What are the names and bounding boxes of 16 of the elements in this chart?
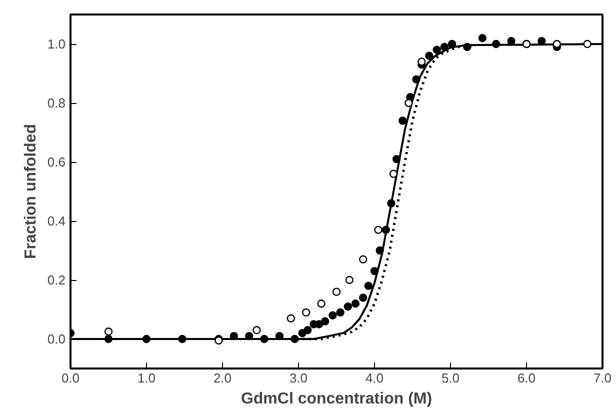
x-tick-label: 7.0 xyxy=(593,370,612,386)
x-tick-label: 4.0 xyxy=(365,370,384,386)
y-tick-label: 0.0 xyxy=(47,332,66,346)
y-axis-title: Fraction unfolded xyxy=(22,124,40,260)
y-tick-label: 0.2 xyxy=(47,272,66,288)
y-tick-label: 0.8 xyxy=(47,96,66,110)
y-tick-label: 0.4 xyxy=(47,214,66,228)
x-tick-label: 1.0 xyxy=(137,370,156,386)
x-tick-label: 0.0 xyxy=(61,370,80,386)
x-tick-label: 3.0 xyxy=(289,370,308,386)
y-tick-label: 0.6 xyxy=(47,154,66,170)
y-tick-label: 1.0 xyxy=(47,36,66,52)
x-tick-label: 6.0 xyxy=(517,370,536,386)
x-tick-label: 2.0 xyxy=(213,370,232,386)
x-axis-title: GdmCl concentration (M) xyxy=(240,390,432,408)
x-tick-label: 5.0 xyxy=(441,370,460,386)
